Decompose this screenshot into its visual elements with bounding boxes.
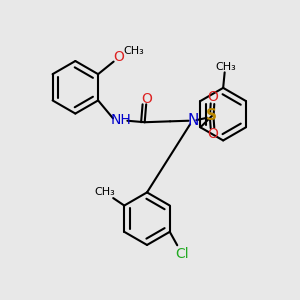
Text: NH: NH: [110, 113, 131, 127]
Text: O: O: [114, 50, 124, 64]
Text: CH₃: CH₃: [215, 62, 236, 72]
Text: S: S: [206, 108, 217, 123]
Text: O: O: [207, 128, 218, 142]
Text: Cl: Cl: [175, 247, 188, 261]
Text: O: O: [207, 89, 218, 103]
Text: N: N: [188, 112, 199, 128]
Text: CH₃: CH₃: [94, 187, 115, 197]
Text: CH₃: CH₃: [123, 46, 144, 56]
Text: O: O: [141, 92, 152, 106]
